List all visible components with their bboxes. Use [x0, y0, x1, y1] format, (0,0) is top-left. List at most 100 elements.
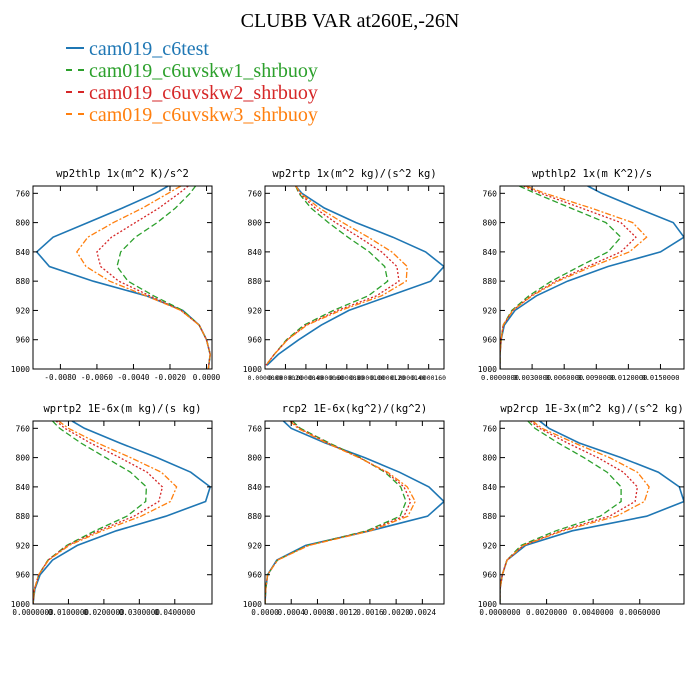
series-line-3: [265, 186, 400, 366]
y-tick-label: 1000: [478, 600, 497, 609]
plot-frame: [499, 185, 685, 370]
y-tick-label: 880: [248, 277, 263, 286]
x-tick-label: 0.0020000: [526, 608, 568, 617]
x-tick-label: 0.0200000: [83, 608, 125, 617]
y-tick-label: 880: [248, 512, 263, 521]
y-tick-label: 920: [483, 541, 498, 550]
x-tick-label: 0.0000120: [370, 374, 405, 382]
y-tick-label: 800: [16, 219, 31, 228]
subplot-5: rcp2 1E-6x(kg^2)/(kg^2) 760 800 840 880 920 96…: [243, 403, 445, 617]
series-line-1: [33, 421, 212, 604]
y-tick-label: 800: [248, 454, 263, 463]
subplot-3: wpthlp2 1x(m K^2)/s 760 800 840 880 920 960 100…: [478, 168, 685, 382]
x-tick-label: 0.0012: [330, 608, 357, 617]
subplot-4: wprtp2 1E-6x(m kg)/(s kg) 760 800 840 880 920…: [11, 403, 213, 617]
y-tick-label: 960: [248, 571, 263, 580]
x-tick-label: 0.0000: [251, 608, 279, 617]
x-tick-label: 0.0400000: [154, 608, 196, 617]
y-tick-label: 760: [248, 189, 263, 198]
y-tick-label: 760: [248, 424, 263, 433]
y-tick-label: 960: [16, 571, 31, 580]
x-tick-label: 0.0300000: [119, 608, 161, 617]
subplot-6: wp2rcp 1E-3x(m^2 kg)/(s^2 kg)760 800 840 88…: [478, 403, 685, 617]
x-tick-label: 0.0000000: [248, 374, 283, 382]
y-tick-label: 760: [16, 189, 31, 198]
series-line-1: [500, 186, 684, 369]
x-tick-label: -0.0020: [154, 373, 186, 382]
x-tick-label: 0.0000000: [481, 374, 519, 382]
plot-frame: [32, 420, 213, 605]
y-tick-label: 960: [483, 571, 498, 580]
plot-frame: [264, 185, 445, 370]
subplot-2: wp2rtp 1x(m^2 kg)/(s^2 kg) 760 800 840 880 92…: [243, 168, 446, 382]
x-tick-label: 0.0000020: [268, 374, 303, 382]
x-tick-label: 0.0016: [356, 608, 384, 617]
y-tick-label: 920: [16, 306, 31, 315]
legend-item: cam019_c6uvskw3_shrbuoy: [66, 104, 318, 126]
series-line-1: [35, 186, 212, 369]
series-line-1: [265, 421, 444, 604]
series-line-1: [266, 186, 444, 366]
legend: cam019_c6test cam019_c6uvskw1_shrbuoy ca…: [66, 38, 318, 126]
y-tick-label: 920: [483, 306, 498, 315]
y-tick-label: 880: [16, 512, 31, 521]
y-tick-label: 920: [248, 306, 263, 315]
x-tick-label: 0.0090000: [577, 374, 615, 382]
y-tick-label: 1000: [243, 600, 262, 609]
x-tick-label: -0.0060: [81, 373, 113, 382]
x-tick-label: 0.0000100: [350, 374, 385, 382]
legend-swatch: [66, 91, 84, 94]
y-tick-label: 1000: [243, 365, 262, 374]
y-tick-label: 840: [483, 483, 498, 492]
x-tick-label: -0.0040: [117, 373, 149, 382]
y-tick-label: 1000: [11, 365, 30, 374]
legend-label: cam019_c6uvskw3_shrbuoy: [89, 104, 318, 126]
x-tick-label: 0.0030000: [513, 374, 551, 382]
plot-frame: [499, 420, 685, 605]
series-line-1: [500, 421, 684, 604]
x-tick-label: 0.0150000: [641, 374, 679, 382]
legend-swatch: [66, 47, 84, 50]
y-tick-label: 880: [483, 512, 498, 521]
series-line-2: [265, 186, 389, 366]
series-line-2: [500, 186, 622, 369]
figure-title: CLUBB VAR at260E,-26N: [240, 10, 460, 32]
subplot-title: rcp2 1E-6x(kg^2)/(kg^2): [282, 403, 427, 415]
series-line-4: [76, 186, 211, 369]
legend-label: cam019_c6uvskw2_shrbuoy: [89, 82, 318, 104]
series-line-2: [33, 421, 148, 604]
x-tick-label: 0.0000000: [479, 608, 521, 617]
series-line-4: [265, 421, 416, 604]
y-tick-label: 960: [248, 336, 263, 345]
y-tick-label: 800: [483, 454, 498, 463]
subplot-title: wpthlp2 1x(m K^2)/s: [532, 168, 652, 180]
y-tick-label: 960: [483, 336, 498, 345]
y-tick-label: 840: [16, 248, 31, 257]
plot-frame: [264, 420, 445, 605]
plot-frame: [32, 185, 213, 370]
y-tick-label: 760: [483, 189, 498, 198]
subplot-title: wprtp2 1E-6x(m kg)/(s kg): [43, 403, 201, 415]
x-tick-label: 0.0008: [304, 608, 332, 617]
x-tick-label: 0.0000000: [12, 608, 54, 617]
legend-item: cam019_c6uvskw2_shrbuoy: [66, 82, 318, 104]
x-tick-label: 0.0000: [193, 373, 221, 382]
x-tick-label: 0.0120000: [609, 374, 647, 382]
x-tick-label: 0.0000160: [411, 374, 446, 382]
y-tick-label: 840: [483, 248, 498, 257]
x-tick-label: 0.0000140: [391, 374, 426, 382]
y-tick-label: 840: [16, 483, 31, 492]
series-line-3: [96, 186, 211, 369]
x-tick-label: 0.0000060: [309, 374, 344, 382]
y-tick-label: 880: [483, 277, 498, 286]
y-tick-label: 760: [483, 424, 498, 433]
series-line-4: [500, 421, 650, 604]
series-line-4: [33, 421, 178, 604]
subplot-title: wp2rtp 1x(m^2 kg)/(s^2 kg): [272, 168, 436, 180]
series-line-4: [265, 186, 408, 366]
y-tick-label: 920: [16, 541, 31, 550]
y-tick-label: 880: [16, 277, 31, 286]
subplot-1: wp2thlp 1x(m^2 K)/s^2 760 800 840 880 920 960 1…: [11, 168, 221, 382]
x-tick-label: 0.0004: [278, 608, 306, 617]
